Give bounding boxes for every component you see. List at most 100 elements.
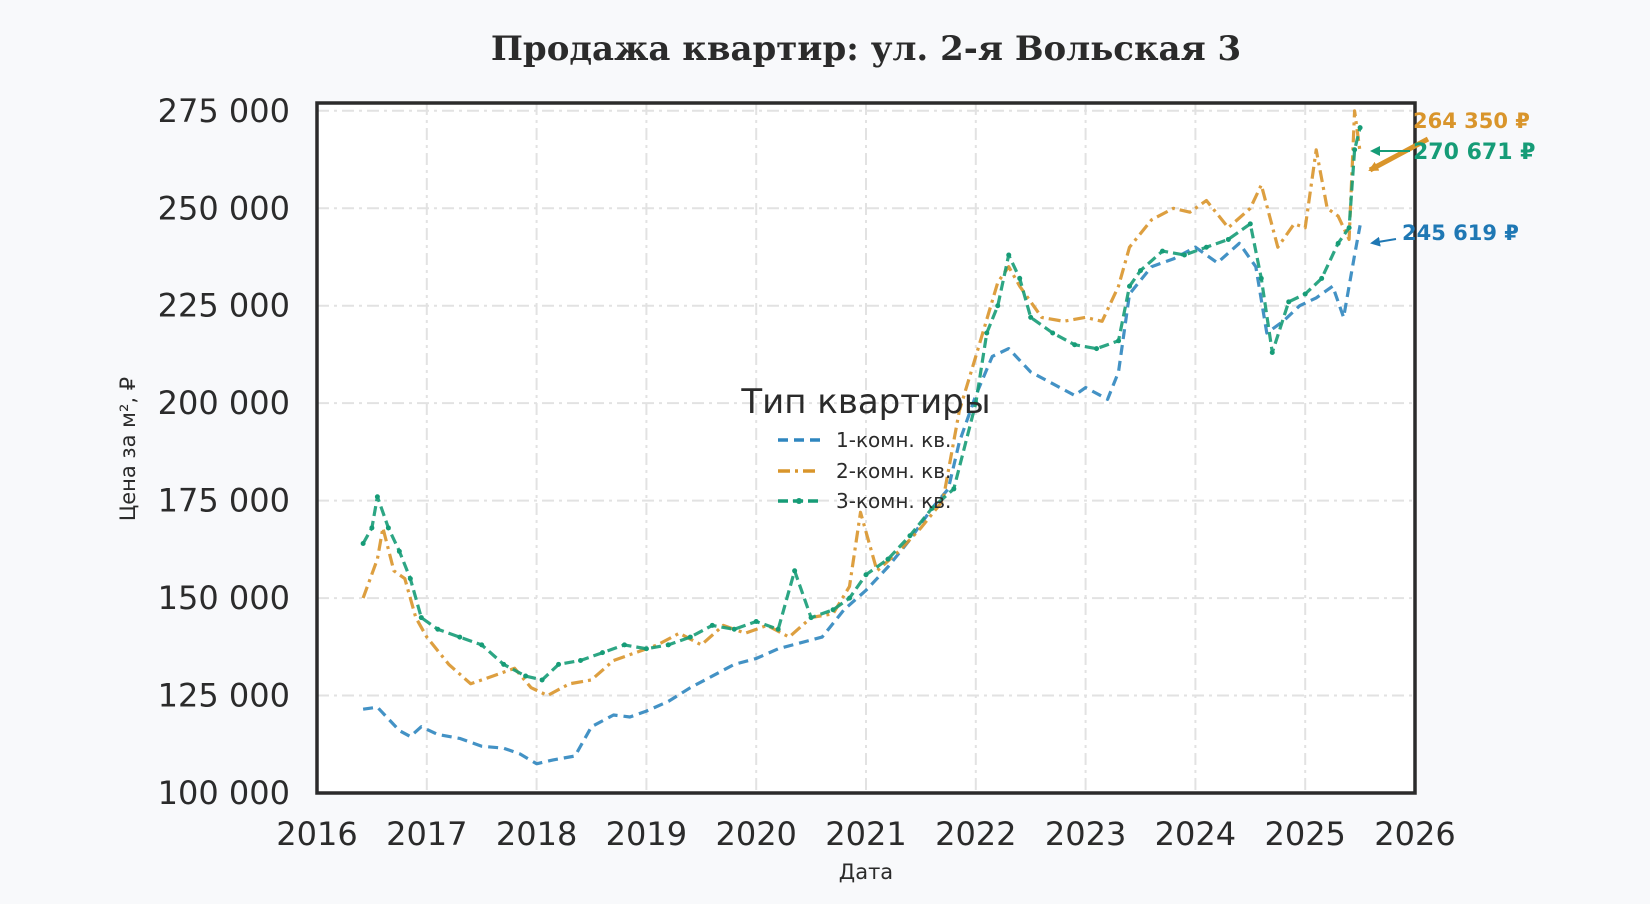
series-point-3room bbox=[1319, 275, 1325, 281]
y-tick-labels: 100 000 125 000 150 000 175 000 200 000 225 0… bbox=[158, 92, 290, 812]
annotation-1room: 245 619 ₽ bbox=[1402, 221, 1519, 245]
annotation-arrow-2room bbox=[1368, 136, 1430, 173]
series-point-3room bbox=[984, 330, 990, 336]
series-point-3room bbox=[1050, 330, 1056, 336]
annotation-3room: 270 671 ₽ bbox=[1413, 140, 1535, 165]
series-point-3room bbox=[1247, 221, 1253, 227]
series-point-3room bbox=[1006, 252, 1012, 258]
legend-item-1room: 1-комн. кв. bbox=[778, 428, 951, 452]
x-tick-label: 2022 bbox=[935, 815, 1016, 853]
series-point-3room bbox=[385, 525, 391, 531]
series-point-3room bbox=[501, 661, 507, 667]
x-tick-label: 2016 bbox=[276, 815, 357, 853]
series-line-2room bbox=[361, 109, 1362, 698]
series-point-3room bbox=[643, 646, 649, 652]
x-tick-label: 2018 bbox=[496, 815, 577, 853]
series-point-3room bbox=[1346, 225, 1352, 231]
series-line-3room bbox=[361, 127, 1362, 682]
x-tick-label: 2025 bbox=[1264, 815, 1345, 853]
y-tick-label: 100 000 bbox=[158, 774, 290, 812]
series-point-3room bbox=[1028, 314, 1034, 320]
legend-marker-3room bbox=[796, 498, 802, 504]
x-tick-label: 2023 bbox=[1045, 815, 1126, 853]
series-line-1room bbox=[362, 225, 1362, 766]
series-point-3room bbox=[1258, 275, 1264, 281]
series-point-3room bbox=[1302, 291, 1308, 297]
series-point-3room bbox=[731, 626, 737, 632]
series-point-3room bbox=[1225, 236, 1231, 242]
y-tick-label: 275 000 bbox=[158, 92, 290, 130]
legend-label-2room: 2-комн. кв. bbox=[836, 459, 951, 483]
y-tick-label: 125 000 bbox=[158, 677, 290, 715]
series-point-3room bbox=[709, 622, 715, 628]
annotation-arrow-1room bbox=[1370, 236, 1397, 247]
series-point-3room bbox=[847, 595, 853, 601]
series-point-3room bbox=[1357, 125, 1363, 131]
series-point-3room bbox=[523, 673, 529, 679]
series-point-3room bbox=[1017, 275, 1023, 281]
x-axis-label: Дата bbox=[839, 860, 893, 884]
series-group bbox=[360, 109, 1363, 766]
series-point-3room bbox=[665, 642, 671, 648]
series-point-3room bbox=[599, 650, 605, 656]
series-point-3room bbox=[830, 607, 836, 613]
series-point-3room bbox=[396, 548, 402, 554]
legend: Тип квартиры 1-комн. кв. 2-комн. кв. 3-к… bbox=[740, 382, 990, 513]
x-tick-label: 2020 bbox=[715, 815, 796, 853]
series-point-3room bbox=[775, 626, 781, 632]
y-tick-label: 250 000 bbox=[158, 189, 290, 227]
series-point-3room bbox=[1352, 147, 1358, 153]
chart-title: Продажа квартир: ул. 2-я Вольская 3 bbox=[491, 29, 1241, 69]
series-point-3room bbox=[792, 568, 798, 574]
series-point-3room bbox=[951, 486, 957, 492]
series-point-3room bbox=[1159, 248, 1165, 254]
x-tick-label: 2026 bbox=[1374, 815, 1455, 853]
series-point-3room bbox=[539, 677, 545, 683]
y-tick-label: 150 000 bbox=[158, 579, 290, 617]
series-point-3room bbox=[753, 618, 759, 624]
series-point-3room bbox=[907, 533, 913, 539]
series-point-3room bbox=[1181, 252, 1187, 258]
series-point-3room bbox=[1335, 240, 1341, 246]
series-point-3room bbox=[407, 576, 413, 582]
series-point-3room bbox=[1072, 342, 1078, 348]
y-tick-label: 200 000 bbox=[158, 384, 290, 422]
series-point-3room bbox=[885, 556, 891, 562]
series-point-3room bbox=[435, 626, 441, 632]
series-point-3room bbox=[995, 303, 1001, 309]
y-tick-label: 225 000 bbox=[158, 287, 290, 325]
series-point-3room bbox=[1203, 244, 1209, 250]
x-tick-label: 2021 bbox=[825, 815, 906, 853]
series-point-3room bbox=[418, 615, 424, 621]
x-tick-label: 2017 bbox=[386, 815, 467, 853]
legend-label-1room: 1-комн. кв. bbox=[836, 428, 951, 452]
series-point-3room bbox=[1269, 349, 1275, 355]
end-value-annotations: 264 350 ₽ 270 671 ₽ 245 619 ₽ bbox=[1368, 109, 1535, 247]
series-point-3room bbox=[556, 661, 562, 667]
y-tick-label: 175 000 bbox=[158, 482, 290, 520]
x-tick-label: 2024 bbox=[1155, 815, 1236, 853]
legend-item-3room: 3-комн. кв. bbox=[778, 489, 951, 513]
series-point-3room bbox=[929, 505, 935, 511]
series-point-3room bbox=[479, 642, 485, 648]
legend-title: Тип квартиры bbox=[740, 382, 990, 422]
legend-label-3room: 3-комн. кв. bbox=[836, 489, 951, 513]
series-point-3room bbox=[1138, 268, 1143, 274]
series-point-3room bbox=[1286, 299, 1292, 305]
annotation-2room: 264 350 ₽ bbox=[1413, 109, 1530, 133]
series-point-3room bbox=[621, 642, 627, 648]
y-axis-label: Цена за м², ₽ bbox=[116, 377, 140, 521]
x-tick-label: 2019 bbox=[606, 815, 687, 853]
x-tick-labels: 2016 2017 2018 2019 2020 2021 2022 2023 2024 2025… bbox=[276, 815, 1455, 853]
series-point-3room bbox=[1094, 346, 1100, 352]
legend-item-2room: 2-комн. кв. bbox=[778, 459, 951, 483]
series-point-3room bbox=[973, 400, 979, 406]
series-point-3room bbox=[457, 634, 463, 640]
series-point-3room bbox=[374, 494, 380, 500]
series-point-3room bbox=[578, 657, 584, 663]
series-point-3room bbox=[687, 634, 693, 640]
series-point-3room bbox=[1127, 283, 1133, 289]
series-point-3room bbox=[808, 615, 814, 621]
